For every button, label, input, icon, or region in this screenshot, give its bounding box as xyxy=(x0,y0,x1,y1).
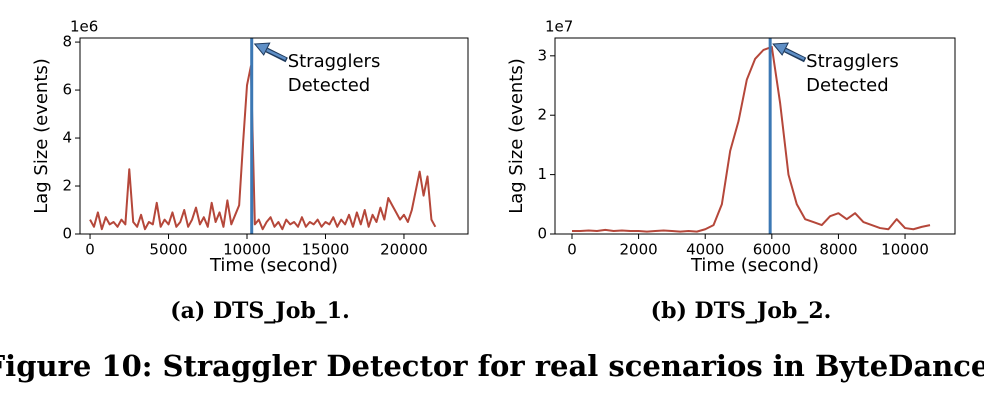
x-tick-label: 20000 xyxy=(380,241,428,259)
annotation-text: Stragglers xyxy=(806,51,899,72)
x-tick-label: 0 xyxy=(567,241,577,259)
figure-caption: Figure 10: Straggler Detector for real s… xyxy=(0,349,984,383)
x-tick-label: 6000 xyxy=(753,241,791,259)
y-tick-label: 6 xyxy=(62,81,72,99)
x-tick-label: 0 xyxy=(85,241,95,259)
annotation-text: Stragglers xyxy=(288,51,381,72)
y-tick-label: 2 xyxy=(62,177,72,195)
x-tick-label: 8000 xyxy=(819,241,857,259)
annotation-arrow-head xyxy=(772,42,789,56)
annotation-text: Detected xyxy=(806,75,889,96)
y-offset-label: 1e7 xyxy=(545,18,573,36)
axes-box xyxy=(79,37,469,235)
data-line xyxy=(89,65,437,231)
axes-box xyxy=(554,37,956,235)
data-line xyxy=(571,45,931,233)
x-axis-label: Time (second) xyxy=(690,255,819,276)
y-tick-label: 3 xyxy=(537,46,547,64)
y-tick-label: 1 xyxy=(537,165,547,183)
x-axis-label: Time (second) xyxy=(209,255,338,276)
y-axis-label: Lag Size (events) xyxy=(506,58,527,214)
subplot-caption: (b) DTS_Job_2. xyxy=(651,298,832,324)
subplot-caption: (a) DTS_Job_1. xyxy=(170,298,350,324)
y-tick-label: 0 xyxy=(537,225,547,243)
x-tick-label: 2000 xyxy=(620,241,658,259)
y-axis-label: Lag Size (events) xyxy=(31,58,52,214)
x-tick-label: 5000 xyxy=(149,241,187,259)
y-tick-label: 0 xyxy=(62,225,72,243)
annotation-arrow-head xyxy=(253,42,271,56)
x-tick-label: 4000 xyxy=(686,241,724,259)
annotation-arrow-inner xyxy=(266,48,287,61)
annotation-text: Detected xyxy=(288,75,371,96)
y-tick-label: 2 xyxy=(537,106,547,124)
x-tick-label: 10000 xyxy=(881,241,929,259)
y-offset-label: 1e6 xyxy=(70,18,98,36)
x-tick-label: 15000 xyxy=(302,241,350,259)
y-tick-label: 8 xyxy=(62,33,72,51)
annotation-arrow-inner xyxy=(784,48,805,61)
y-tick-label: 4 xyxy=(62,129,72,147)
x-tick-label: 10000 xyxy=(223,241,271,259)
